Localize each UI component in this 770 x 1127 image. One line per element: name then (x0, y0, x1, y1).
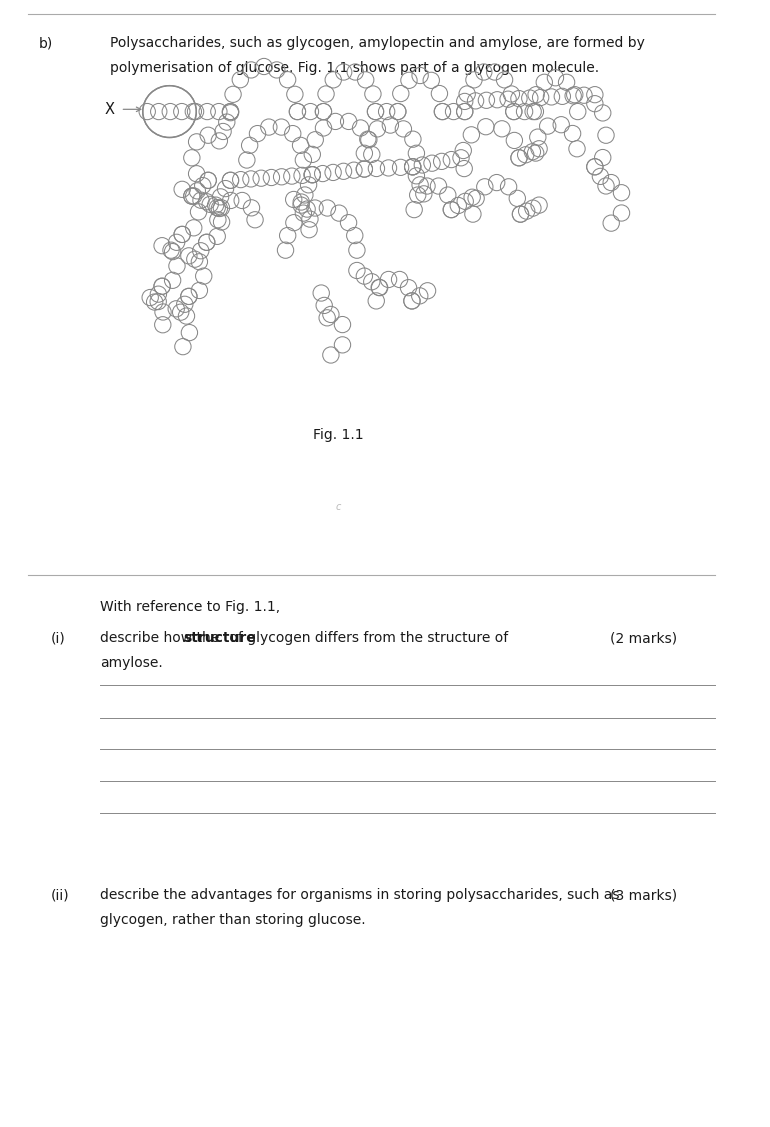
Text: (3 marks): (3 marks) (610, 888, 677, 902)
Text: b): b) (38, 36, 53, 50)
Text: polymerisation of glucose. Fig. 1.1 shows part of a glycogen molecule.: polymerisation of glucose. Fig. 1.1 show… (110, 61, 599, 74)
Text: c: c (336, 502, 341, 512)
Text: With reference to Fig. 1.1,: With reference to Fig. 1.1, (100, 600, 280, 613)
Text: of glycogen differs from the structure of: of glycogen differs from the structure o… (226, 631, 508, 645)
Text: describe how the: describe how the (100, 631, 224, 645)
Text: Fig. 1.1: Fig. 1.1 (313, 428, 363, 442)
Text: structure: structure (184, 631, 256, 645)
Text: Polysaccharides, such as glycogen, amylopectin and amylose, are formed by: Polysaccharides, such as glycogen, amylo… (110, 36, 645, 50)
Text: (ii): (ii) (51, 888, 69, 902)
Text: (2 marks): (2 marks) (610, 631, 677, 645)
Text: amylose.: amylose. (100, 656, 163, 669)
Text: describe the advantages for organisms in storing polysaccharides, such as: describe the advantages for organisms in… (100, 888, 620, 902)
Text: (i): (i) (51, 631, 65, 645)
Text: X: X (104, 101, 114, 117)
Text: glycogen, rather than storing glucose.: glycogen, rather than storing glucose. (100, 913, 366, 926)
